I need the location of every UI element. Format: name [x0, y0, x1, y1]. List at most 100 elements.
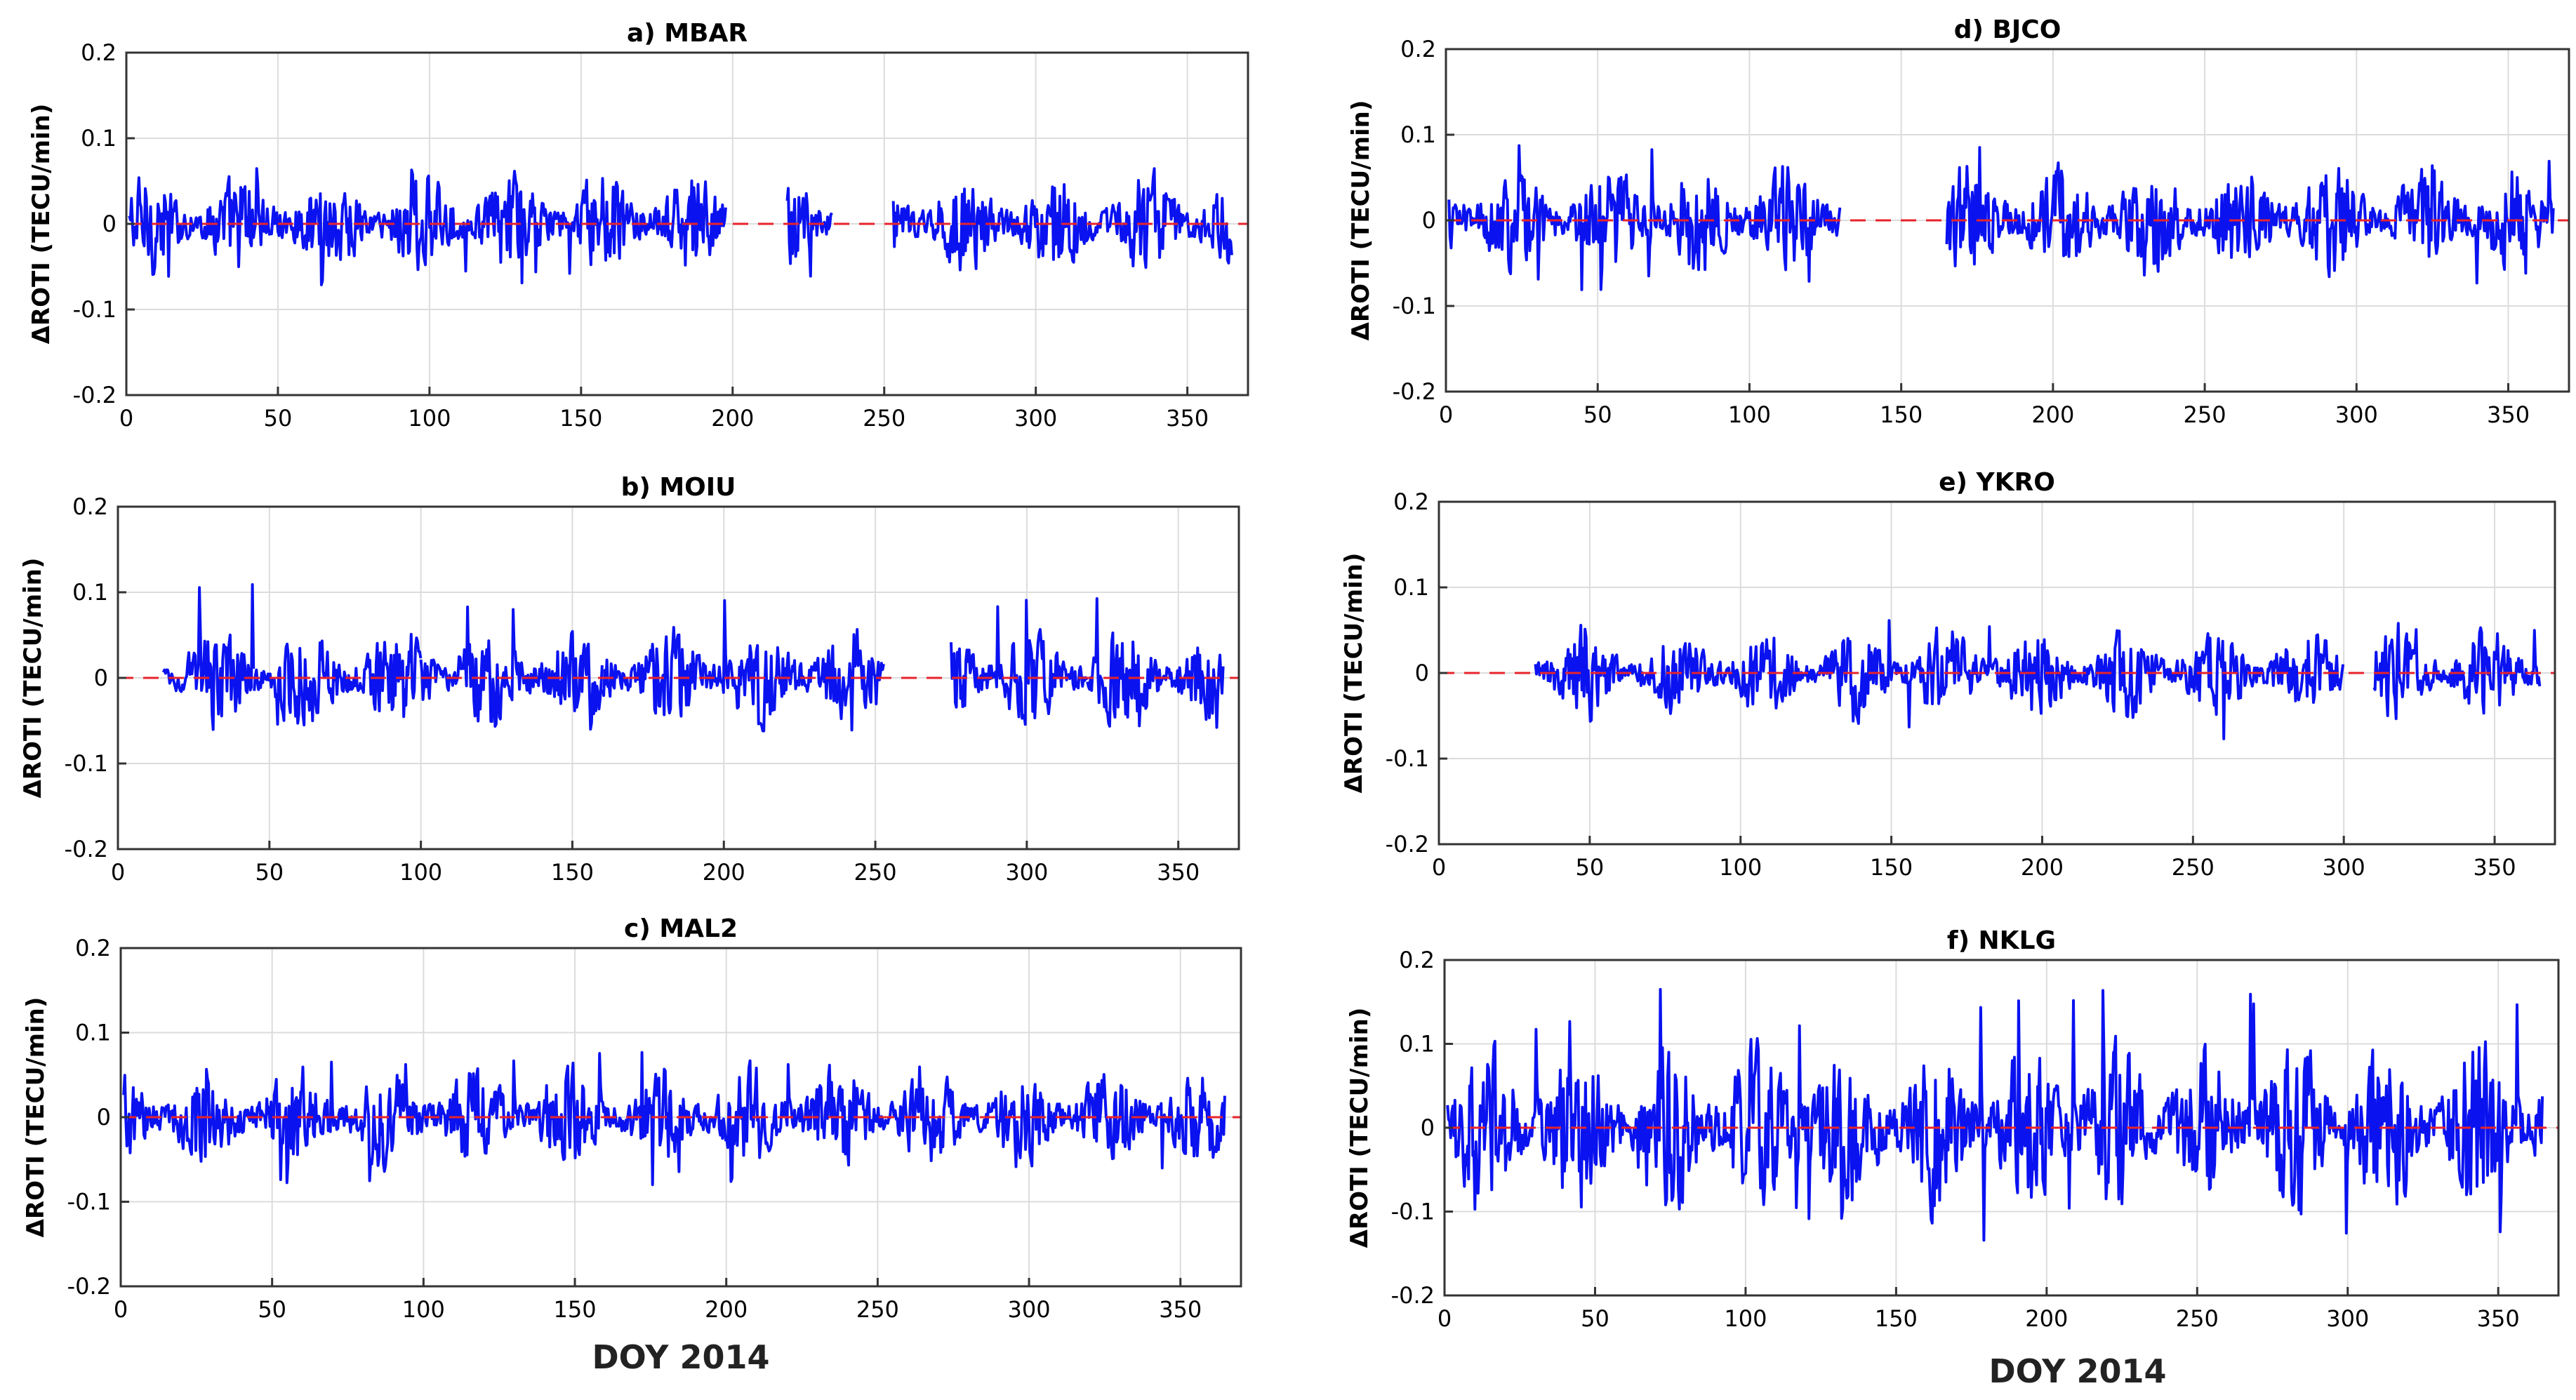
- y-tick-label: 0.1: [1400, 121, 1436, 148]
- x-tick-label: 200: [703, 859, 745, 886]
- x-tick-label: 100: [1724, 1305, 1767, 1332]
- y-tick-label: 0: [102, 211, 117, 237]
- panel-f: 0 50 100 150 200 250 300 350 -0.2 -0.1 0 0.1 0.2 f) N…: [1346, 926, 2560, 1332]
- y-tick-label: -0.1: [65, 750, 108, 777]
- panel-c: 0 50 100 150 200 250 300 350 -0.2 -0.1 0 0.1 0.2 c) M…: [22, 914, 1242, 1323]
- x-tick-label: 250: [2172, 854, 2215, 881]
- x-tick-label: 350: [1157, 859, 1200, 886]
- x-tick-label: 200: [2021, 854, 2064, 881]
- x-tick-label: 0: [1439, 401, 1453, 428]
- tick-labels: 0 50 100 150 200 250 300 350 -0.2 -0.1 0 0.1 0.2: [65, 493, 1200, 886]
- x-tick-label: 150: [1880, 401, 1923, 428]
- y-tick-label: 0.2: [1400, 36, 1436, 62]
- y-tick-label: 0: [94, 665, 108, 691]
- x-tick-label: 300: [1005, 859, 1048, 886]
- panel-b: 0 50 100 150 200 250 300 350 -0.2 -0.1 0 0.1 0.2 b) M…: [19, 473, 1240, 886]
- series-segment-2: [891, 167, 1233, 272]
- x-tick-label: 350: [2474, 854, 2516, 881]
- series-droti: [161, 583, 1225, 733]
- series-segment-2: [419, 605, 604, 731]
- panel-title: c) MAL2: [624, 914, 738, 943]
- y-axis-label: ΔROTI (TECU/min): [19, 558, 47, 799]
- panel-d: 0 50 100 150 200 250 300 350 -0.2 -0.1 0 0.1 0.2 d) B…: [1347, 15, 2570, 428]
- series-segment-1: [1945, 146, 2555, 285]
- x-tick-label: 350: [1166, 405, 1209, 432]
- y-tick-label: -0.2: [73, 382, 117, 408]
- x-tick-label: 50: [1581, 1305, 1609, 1332]
- x-tick-label: 350: [2477, 1305, 2520, 1332]
- x-tick-label: 150: [551, 859, 594, 886]
- panel-title: b) MOIU: [621, 473, 736, 502]
- x-tick-label: 50: [264, 405, 293, 432]
- x-tick-label: 100: [402, 1296, 445, 1323]
- x-tick-label: 0: [1438, 1305, 1452, 1332]
- x-tick-label: 350: [1159, 1296, 1202, 1323]
- x-tick-label: 0: [119, 405, 133, 432]
- panel-title: e) YKRO: [1939, 468, 2055, 497]
- y-tick-label: -0.1: [1391, 1199, 1435, 1225]
- x-tick-label: 0: [111, 859, 125, 886]
- y-tick-label: -0.2: [1393, 378, 1436, 405]
- series-segment-0: [161, 583, 255, 731]
- y-tick-label: 0: [1421, 1114, 1435, 1141]
- series-segment-0: [1534, 619, 2345, 740]
- series-segment-0: [1447, 144, 1842, 291]
- series-segment-1: [785, 187, 833, 278]
- y-tick-label: -0.2: [65, 836, 108, 862]
- x-tick-label: 300: [1008, 1296, 1051, 1323]
- series-segment-0: [122, 1051, 1226, 1187]
- x-tick-label: 150: [1870, 854, 1913, 881]
- x-tick-label: 50: [1576, 854, 1605, 881]
- y-tick-label: -0.2: [67, 1273, 111, 1300]
- x-tick-label: 0: [1432, 854, 1446, 881]
- tick-labels: 0 50 100 150 200 250 300 350 -0.2 -0.1 0 0.1 0.2: [67, 935, 1202, 1323]
- tick-labels: 0 50 100 150 200 250 300 350 -0.2 -0.1 0 0.1 0.2: [1391, 947, 2520, 1332]
- panel-title: d) BJCO: [1954, 15, 2062, 44]
- x-tick-label: 250: [863, 405, 905, 432]
- x-tick-label: 100: [1719, 854, 1762, 881]
- x-tick-label: 200: [705, 1296, 748, 1323]
- x-tick-label: 200: [2025, 1305, 2068, 1332]
- panel-e: 0 50 100 150 200 250 300 350 -0.2 -0.1 0 0.1 0.2 e) Y…: [1340, 468, 2556, 881]
- y-axis-label: ΔROTI (TECU/min): [1346, 1008, 1374, 1248]
- y-tick-label: 0.1: [1393, 574, 1429, 601]
- panel-a: 0 50 100 150 200 250 300 350 -0.2 -0.1 0 0.1 0.2 a) M…: [27, 19, 1249, 432]
- series-droti: [128, 167, 1233, 286]
- y-tick-label: 0.1: [81, 125, 117, 152]
- y-tick-label: -0.1: [67, 1189, 111, 1215]
- y-axis-label: ΔROTI (TECU/min): [27, 104, 55, 345]
- y-tick-label: 0.1: [75, 1020, 111, 1046]
- series-droti: [122, 1051, 1226, 1187]
- y-tick-label: 0: [1415, 660, 1429, 686]
- y-tick-label: 0: [97, 1104, 111, 1131]
- y-tick-label: 0.2: [1399, 947, 1435, 973]
- y-tick-label: -0.1: [1386, 745, 1429, 772]
- x-tick-label: 100: [399, 859, 442, 886]
- x-tick-label: 250: [2176, 1305, 2219, 1332]
- y-tick-label: 0.2: [72, 493, 108, 520]
- x-tick-label: 50: [1584, 401, 1612, 428]
- panel-title: a) MBAR: [627, 19, 748, 48]
- y-tick-label: -0.2: [1391, 1282, 1435, 1309]
- x-tick-label: 350: [2487, 401, 2530, 428]
- x-tick-label: 250: [856, 1296, 899, 1323]
- y-tick-label: 0.1: [72, 579, 108, 606]
- y-tick-label: 0.2: [1393, 488, 1429, 515]
- y-tick-label: 0.1: [1399, 1031, 1435, 1058]
- y-axis-label: ΔROTI (TECU/min): [22, 997, 50, 1238]
- x-tick-label: 0: [114, 1296, 128, 1323]
- y-axis-label: ΔROTI (TECU/min): [1340, 553, 1368, 794]
- x-tick-label: 250: [854, 859, 897, 886]
- x-tick-label: 300: [1014, 405, 1057, 432]
- y-axis-label: ΔROTI (TECU/min): [1347, 100, 1375, 341]
- series-segment-3: [601, 599, 885, 733]
- x-tick-label: 300: [2323, 854, 2365, 881]
- y-tick-label: 0: [1422, 207, 1436, 234]
- series-droti: [1447, 144, 2555, 291]
- panels: 0 50 100 150 200 250 300 350 -0.2 -0.1 0 0.1 0.2 a) M…: [19, 15, 2570, 1332]
- x-axis-label-left: DOY 2014: [592, 1338, 770, 1376]
- x-tick-label: 150: [559, 405, 602, 432]
- x-tick-label: 150: [1875, 1305, 1918, 1332]
- x-tick-label: 50: [255, 859, 284, 886]
